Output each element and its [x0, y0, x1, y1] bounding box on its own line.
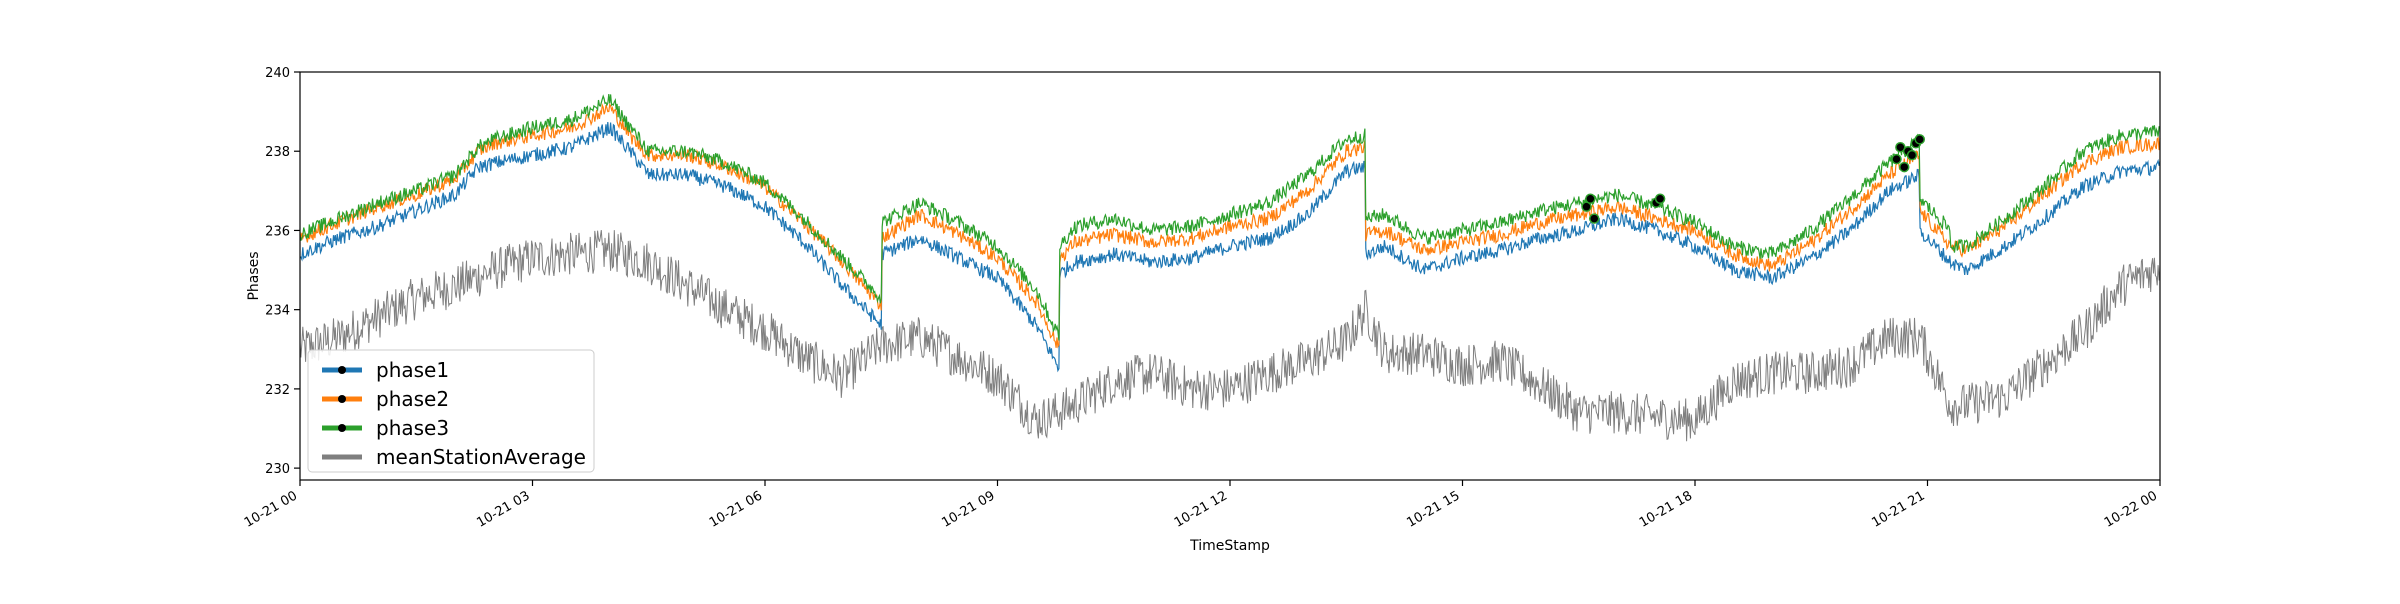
data-marker [1654, 193, 1666, 205]
x-tick-label: 10-21 21 [1869, 488, 1927, 530]
x-tick-label: 10-22 00 [2102, 488, 2160, 530]
y-tick-label: 236 [265, 224, 290, 239]
x-axis: 10-21 00 10-21 03 10-21 06 10-21 09 10-21 12… [242, 480, 2161, 531]
x-tick-label: 10-21 03 [474, 488, 532, 530]
x-tick-label: 10-21 00 [242, 488, 300, 530]
data-marker [1589, 213, 1600, 224]
legend-label-phase1: phase1 [376, 358, 449, 382]
legend-label-phase2: phase2 [376, 387, 449, 411]
y-tick-label: 238 [265, 145, 290, 160]
x-tick-label: 10-21 09 [939, 488, 997, 530]
series-line-phase1 [299, 121, 2161, 373]
data-marker [1891, 153, 1902, 165]
series-line-meanStationAverage [299, 230, 2161, 442]
x-tick-label: 10-21 18 [1637, 488, 1695, 530]
y-tick-label: 230 [265, 462, 290, 477]
legend-marker [338, 366, 346, 374]
data-marker [1899, 161, 1910, 173]
y-axis: 230 232 234 236 238 240 [265, 66, 300, 477]
x-axis-title: TimeStamp [1189, 538, 1270, 554]
x-tick-label: 10-21 06 [707, 488, 765, 530]
legend-label-phase3: phase3 [376, 416, 449, 440]
data-marker [1914, 134, 1925, 145]
plot-area [300, 72, 2160, 480]
y-axis-title: Phases [246, 251, 262, 300]
legend-box [307, 349, 595, 473]
x-tick-label: 10-21 15 [1404, 488, 1462, 530]
series-line-phase2 [299, 103, 2161, 349]
x-tick-label: 10-21 12 [1172, 488, 1230, 530]
legend-marker [338, 395, 346, 403]
y-tick-label: 232 [265, 383, 290, 398]
data-marker [1585, 193, 1596, 205]
series-layer [299, 94, 2161, 442]
marker-layer [1581, 134, 1925, 224]
legend-label-meanStationAverage: meanStationAverage [376, 445, 586, 469]
legend: phase1 phase2 phase3 meanStationAverage [307, 349, 595, 473]
series-line-phase3 [299, 94, 2161, 341]
data-marker [1906, 149, 1918, 161]
y-tick-label: 240 [265, 66, 290, 81]
legend-marker [338, 424, 346, 432]
y-tick-label: 234 [265, 304, 290, 319]
